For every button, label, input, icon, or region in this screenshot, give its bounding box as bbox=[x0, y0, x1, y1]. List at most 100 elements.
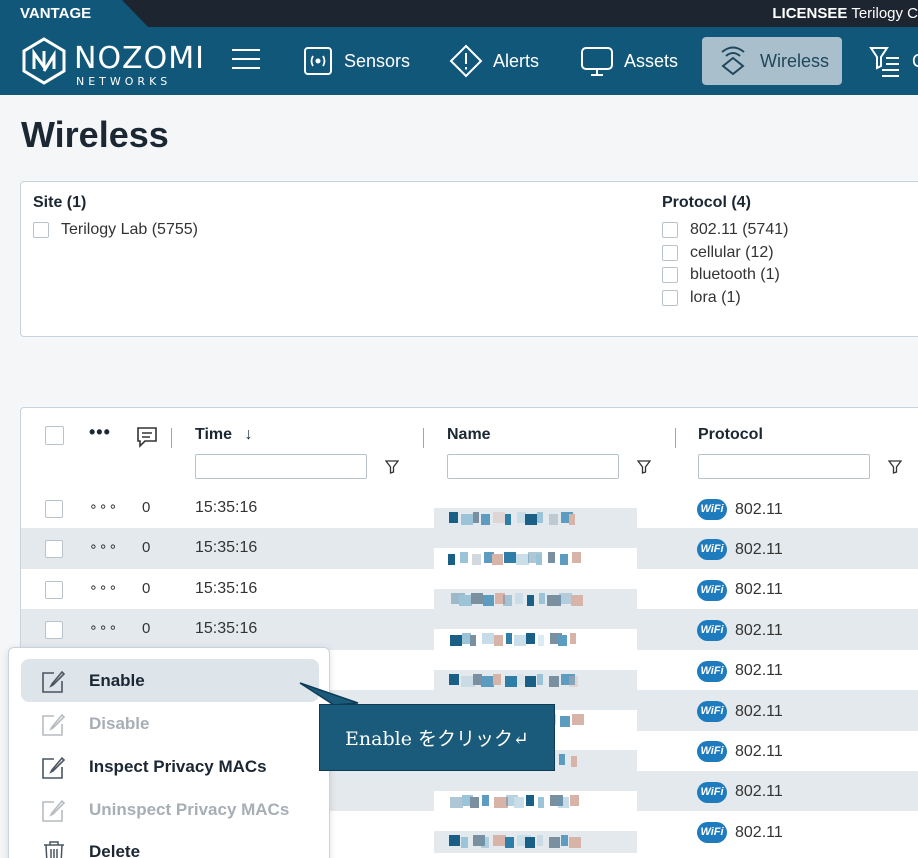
edit-icon bbox=[42, 670, 66, 693]
menu-item-delete[interactable]: Delete bbox=[21, 830, 319, 858]
row-context-menu: Enable Disable Inspect Privacy MACs Unin… bbox=[8, 647, 330, 858]
nav-alerts-label: Alerts bbox=[493, 50, 540, 71]
filter-list-icon bbox=[869, 47, 899, 77]
wireless-icon bbox=[721, 46, 745, 76]
edit-icon bbox=[42, 756, 66, 779]
time-cell: 15:35:16 bbox=[195, 579, 258, 597]
nozomi-logo-icon bbox=[22, 37, 66, 85]
table-header: ••• Time ↓ Name Protocol bbox=[21, 408, 918, 488]
time-cell: 15:35:16 bbox=[195, 620, 258, 638]
checkbox[interactable] bbox=[662, 222, 678, 239]
nav-more-label: C bbox=[912, 51, 918, 72]
column-header-name[interactable]: Name bbox=[447, 426, 491, 443]
redacted-name-cell bbox=[434, 548, 637, 571]
site-option-label: Terilogy Lab (5755) bbox=[61, 221, 198, 239]
nav-more[interactable]: C bbox=[856, 37, 918, 85]
monitor-icon bbox=[581, 47, 613, 76]
protocol-label: 802.11 bbox=[735, 500, 783, 518]
protocol-cell: WiFi 802.11 bbox=[697, 741, 783, 763]
protocol-filter-option[interactable]: bluetooth (1) bbox=[662, 264, 788, 287]
column-separator bbox=[171, 428, 172, 448]
protocol-label: 802.11 bbox=[735, 823, 783, 841]
row-checkbox[interactable] bbox=[45, 580, 63, 599]
nav-sensors[interactable]: Sensors bbox=[290, 37, 422, 85]
nav-assets[interactable]: Assets bbox=[568, 37, 690, 85]
table-row[interactable]: ∘∘∘ 0 15:35:16 WiFi 802.11 bbox=[21, 528, 918, 571]
menu-item-label: Disable bbox=[89, 713, 150, 733]
menu-item-enable[interactable]: Enable bbox=[21, 659, 319, 702]
column-header-time[interactable]: Time ↓ bbox=[195, 426, 253, 444]
site-filter-option[interactable]: Terilogy Lab (5755) bbox=[33, 219, 198, 242]
filter-icon[interactable] bbox=[637, 460, 651, 474]
column-header-protocol[interactable]: Protocol bbox=[698, 426, 763, 443]
sort-desc-icon[interactable]: ↓ bbox=[244, 426, 253, 443]
comment-icon[interactable] bbox=[136, 426, 158, 448]
row-actions-icon[interactable]: ∘∘∘ bbox=[89, 538, 119, 555]
nav-wireless-label: Wireless bbox=[760, 50, 830, 71]
filters-panel: Site (1) Terilogy Lab (5755) Protocol (4… bbox=[20, 181, 918, 337]
menu-item-label: Enable bbox=[89, 670, 145, 690]
protocol-filter-option[interactable]: cellular (12) bbox=[662, 242, 788, 265]
table-row[interactable]: ∘∘∘ 0 15:35:16 WiFi 802.11 bbox=[21, 488, 918, 530]
table-row[interactable]: WiFi 802.11 bbox=[21, 650, 918, 692]
menu-item-uninspect-privacy-macs[interactable]: Uninspect Privacy MACs bbox=[21, 788, 319, 831]
protocol-label: 802.11 bbox=[735, 662, 783, 680]
checkbox[interactable] bbox=[33, 222, 49, 239]
redacted-name-cell bbox=[434, 790, 637, 813]
menu-item-inspect-privacy-macs[interactable]: Inspect Privacy MACs bbox=[21, 745, 319, 788]
row-checkbox[interactable] bbox=[45, 540, 63, 559]
protocol-filter-input[interactable] bbox=[698, 454, 870, 479]
protocol-filter-option[interactable]: 802.11 (5741) bbox=[662, 219, 788, 242]
menu-item-label: Uninspect Privacy MACs bbox=[89, 799, 290, 819]
redacted-name-cell bbox=[434, 669, 637, 692]
nav-alerts[interactable]: Alerts bbox=[437, 37, 551, 85]
row-checkbox[interactable] bbox=[45, 500, 63, 518]
protocol-label: 802.11 bbox=[735, 702, 783, 720]
wifi-icon: WiFi bbox=[697, 539, 727, 561]
time-cell: 15:35:16 bbox=[195, 539, 258, 557]
filter-icon[interactable] bbox=[888, 460, 902, 474]
redacted-name-cell bbox=[434, 629, 637, 652]
row-actions-icon[interactable]: ∘∘∘ bbox=[89, 619, 119, 636]
protocol-label: 802.11 bbox=[735, 581, 783, 599]
licensee-label: LICENSEE bbox=[772, 5, 848, 22]
vantage-brand: VANTAGE bbox=[0, 0, 148, 27]
protocol-cell: WiFi 802.11 bbox=[697, 539, 783, 561]
checkbox[interactable] bbox=[662, 289, 678, 306]
site-filter-title: Site (1) bbox=[33, 194, 87, 211]
logo-sub-text: NETWORKS bbox=[76, 75, 172, 88]
hamburger-menu-icon[interactable] bbox=[232, 49, 260, 71]
table-row[interactable]: ∘∘∘ 0 15:35:16 WiFi 802.11 bbox=[21, 609, 918, 652]
wifi-icon: WiFi bbox=[697, 579, 727, 601]
protocol-cell: WiFi 802.11 bbox=[697, 822, 783, 844]
wifi-icon: WiFi bbox=[697, 741, 727, 763]
protocol-filter-group: Protocol (4) 802.11 (5741) cellular (12)… bbox=[662, 194, 788, 309]
time-filter-input[interactable] bbox=[195, 454, 367, 479]
protocol-label: 802.11 bbox=[735, 540, 783, 558]
wifi-icon: WiFi bbox=[697, 781, 727, 803]
row-actions-icon[interactable]: ∘∘∘ bbox=[89, 498, 119, 514]
checkbox[interactable] bbox=[662, 267, 678, 284]
nav-wireless[interactable]: Wireless bbox=[702, 37, 842, 85]
column-separator bbox=[423, 428, 424, 448]
table-row[interactable]: ∘∘∘ 0 15:35:16 WiFi 802.11 bbox=[21, 569, 918, 611]
protocol-option-label: 802.11 (5741) bbox=[690, 221, 789, 239]
select-all-checkbox[interactable] bbox=[45, 426, 64, 445]
menu-item-disable[interactable]: Disable bbox=[21, 702, 319, 745]
more-actions-icon[interactable]: ••• bbox=[89, 422, 111, 442]
redacted-name-cell bbox=[434, 831, 637, 854]
filter-icon[interactable] bbox=[385, 460, 399, 474]
license-strip: VANTAGE LICENSEE Terilogy C bbox=[0, 0, 918, 27]
nozomi-logo[interactable]: NOZOMI NETWORKS bbox=[20, 37, 204, 88]
edit-icon bbox=[42, 713, 66, 736]
name-filter-input[interactable] bbox=[447, 454, 619, 479]
row-checkbox[interactable] bbox=[45, 621, 63, 640]
wifi-icon: WiFi bbox=[697, 701, 727, 722]
nav-assets-label: Assets bbox=[624, 50, 679, 71]
row-actions-icon[interactable]: ∘∘∘ bbox=[89, 578, 119, 595]
logo-main-text: NOZOMI bbox=[74, 41, 205, 76]
protocol-filter-option[interactable]: lora (1) bbox=[662, 287, 788, 310]
protocol-cell: WiFi 802.11 bbox=[697, 499, 783, 520]
column-separator bbox=[675, 428, 676, 448]
checkbox[interactable] bbox=[662, 244, 678, 261]
